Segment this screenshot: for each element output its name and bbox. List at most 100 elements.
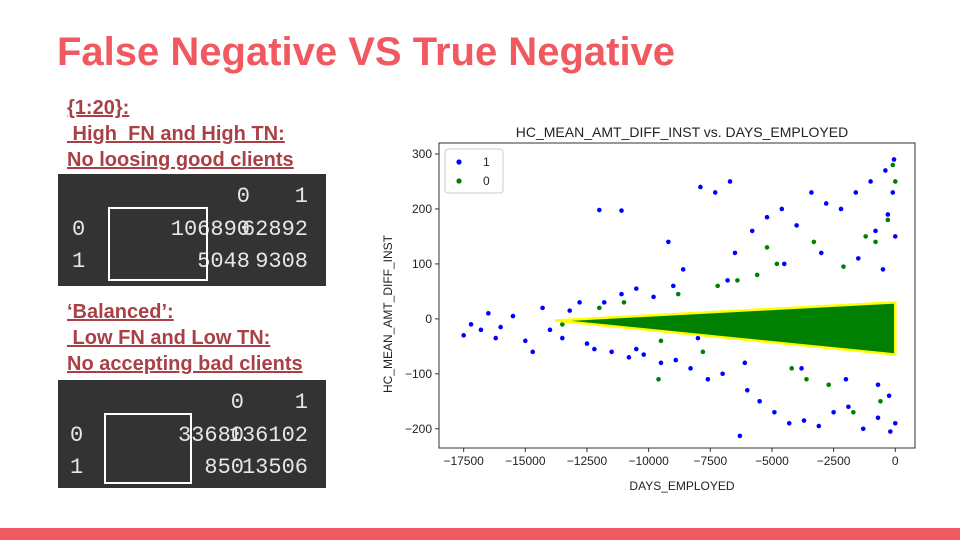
point-s0-68 [885, 212, 891, 217]
y-tick-label-4: 200 [412, 202, 432, 216]
point-s0-2 [478, 327, 484, 333]
point-s0-24 [666, 239, 671, 245]
point-s0-56 [891, 157, 897, 162]
point-s0-51 [860, 426, 866, 432]
point-s0-65 [855, 256, 861, 261]
point-s0-30 [712, 190, 718, 195]
y-tick-label-3: 100 [412, 257, 432, 271]
x-tick-label-4: −7500 [693, 454, 727, 468]
point-s0-48 [838, 206, 844, 212]
point-s0-55 [888, 429, 893, 434]
legend-label-0: 1 [483, 155, 490, 169]
y-tick-label-2: 0 [425, 312, 432, 326]
point-s0-47 [831, 409, 836, 415]
point-s0-14 [584, 341, 590, 346]
point-s0-20 [634, 286, 639, 291]
m1-row-label-0: 0 [72, 217, 86, 242]
point-s0-74 [843, 377, 849, 382]
m2-cell-0-0: 33680 [177, 423, 244, 448]
point-s1-2 [621, 300, 627, 305]
legend-marker-0 [456, 159, 462, 165]
point-s0-31 [720, 371, 725, 377]
point-s0-5 [498, 324, 503, 330]
dense-region-wedge [554, 301, 897, 356]
point-s0-26 [680, 267, 686, 272]
point-s1-9 [789, 366, 794, 371]
point-s0-64 [818, 250, 824, 256]
matrix1-caption-2: High FN and High TN: [67, 123, 285, 145]
point-s0-34 [737, 433, 743, 439]
m2-col-header-0: 0 [230, 390, 244, 415]
point-s0-58 [597, 207, 602, 213]
m2-col-header-1: 1 [294, 390, 308, 415]
point-s0-10 [547, 327, 553, 333]
m2-cell-0-1: 136102 [228, 423, 308, 448]
point-s0-12 [567, 308, 573, 313]
point-s1-0 [560, 322, 565, 327]
confusion-matrix-2: 0 1 0 33680 136102 1 850 13506 [58, 380, 326, 488]
m1-row-label-1: 1 [72, 249, 86, 274]
x-tick-label-0: −17500 [443, 454, 484, 468]
point-s0-57 [892, 420, 898, 426]
y-axis-label: HC_MEAN_AMT_DIFF_INST [381, 234, 395, 393]
x-tick-label-2: −12500 [567, 454, 608, 468]
point-s0-38 [764, 214, 770, 220]
m2-cell-1-0: 850 [204, 455, 244, 480]
m1-cell-1-1: 9308 [255, 249, 308, 274]
chart-title: HC_MEAN_AMT_DIFF_INST vs. DAYS_EMPLOYED [516, 124, 848, 140]
point-s0-75 [875, 382, 881, 388]
point-s0-63 [781, 261, 787, 267]
point-s1-18 [656, 377, 661, 382]
point-s1-16 [890, 162, 896, 168]
point-s0-41 [786, 420, 792, 426]
point-s0-28 [698, 184, 703, 190]
legend-label-1: 0 [483, 174, 490, 188]
point-s0-53 [875, 415, 881, 421]
matrix2-caption-3: No accepting bad clients [67, 353, 303, 375]
point-s0-15 [592, 346, 597, 352]
point-s0-4 [493, 335, 499, 341]
matrix2-caption-2: Low FN and Low TN: [67, 327, 271, 349]
point-s1-6 [735, 278, 740, 283]
x-axis-label: DAYS_EMPLOYED [629, 479, 734, 493]
point-s0-39 [772, 409, 777, 415]
point-s0-60 [695, 335, 701, 341]
point-s0-23 [658, 360, 664, 366]
confusion-matrix-1: 0 1 0 106890 62892 1 5048 9308 [58, 174, 326, 286]
point-s0-70 [892, 234, 898, 239]
point-s0-45 [816, 423, 822, 429]
m1-highlight-box [108, 207, 208, 281]
point-s0-22 [651, 294, 656, 300]
m1-cell-0-1: 62892 [241, 217, 308, 242]
point-s0-3 [486, 311, 491, 316]
matrix2-caption-1: ‘Balanced’: [67, 301, 174, 323]
point-s0-46 [823, 201, 829, 206]
point-s0-21 [641, 352, 647, 357]
point-s0-8 [530, 349, 536, 355]
point-s0-71 [634, 346, 639, 352]
point-s1-17 [892, 179, 898, 184]
point-s1-15 [885, 217, 891, 223]
y-tick-label-1: −100 [405, 367, 432, 381]
point-s0-43 [801, 418, 807, 423]
y-tick-label-5: 300 [412, 147, 432, 161]
point-s0-35 [744, 387, 750, 393]
point-s0-59 [619, 208, 624, 213]
point-s1-3 [658, 338, 664, 344]
point-s1-4 [675, 291, 681, 297]
point-s1-21 [811, 239, 817, 245]
point-s0-32 [727, 179, 733, 184]
point-s1-20 [764, 245, 770, 250]
x-tick-label-7: 0 [892, 454, 899, 468]
point-s0-50 [853, 190, 859, 195]
m1-cell-1-0: 5048 [197, 249, 250, 274]
m2-row-label-1: 1 [70, 455, 84, 480]
x-tick-label-3: −10000 [628, 454, 669, 468]
point-s0-36 [749, 228, 755, 234]
point-s0-62 [671, 283, 676, 289]
point-s1-19 [700, 349, 706, 355]
scatter-chart: HC_MEAN_AMT_DIFF_INST vs. DAYS_EMPLOYED … [381, 124, 916, 493]
matrix1-caption-3: No loosing good clients [67, 149, 294, 171]
point-s0-72 [742, 360, 748, 366]
matrix1-caption-1: {1:20}: [67, 97, 130, 119]
